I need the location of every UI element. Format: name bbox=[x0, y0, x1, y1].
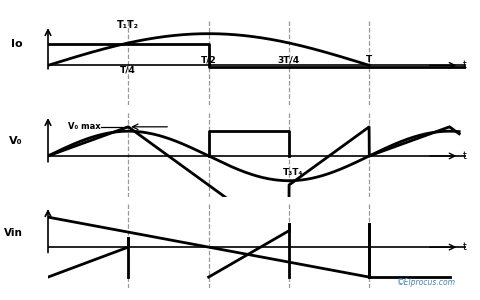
Text: T: T bbox=[366, 55, 372, 64]
Text: T/2: T/2 bbox=[201, 55, 216, 64]
Text: t: t bbox=[462, 60, 466, 70]
Text: T/4: T/4 bbox=[120, 66, 136, 75]
Text: t: t bbox=[462, 242, 466, 252]
Text: t: t bbox=[462, 151, 466, 161]
Text: Io: Io bbox=[12, 39, 23, 49]
Text: V₀: V₀ bbox=[9, 136, 23, 146]
Text: Vin: Vin bbox=[4, 229, 23, 238]
Text: 3T/4: 3T/4 bbox=[278, 55, 300, 64]
Text: T₃T₄: T₃T₄ bbox=[283, 168, 303, 177]
Text: V₀ max: V₀ max bbox=[68, 122, 101, 131]
Text: ©Elprocus.com: ©Elprocus.com bbox=[397, 278, 456, 286]
Text: T₁T₂: T₁T₂ bbox=[117, 20, 139, 30]
